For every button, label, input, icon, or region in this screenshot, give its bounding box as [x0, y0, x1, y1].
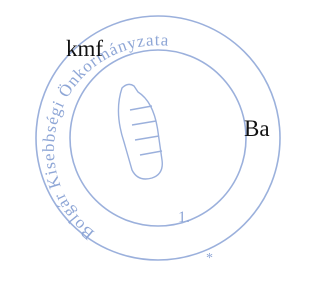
- stamp-number: 1.: [178, 209, 190, 226]
- cut-text: Ba: [244, 116, 270, 141]
- signature-note: kmf: [66, 36, 103, 61]
- stamp-inner-ring: [70, 50, 246, 226]
- scanned-page: Bolgár Kisebbségi Önkormányzata 1. * kmf…: [0, 0, 287, 289]
- stamp-emblem: [118, 84, 162, 179]
- stamp-star: *: [206, 251, 213, 266]
